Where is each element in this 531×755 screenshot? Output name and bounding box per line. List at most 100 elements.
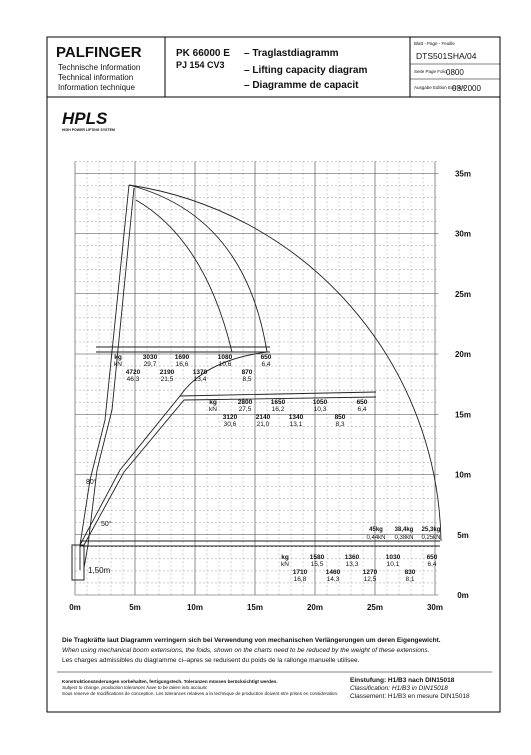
note: Les charges admissibles du diagramme ci–… [62,657,360,664]
y-label: 0m [457,591,469,600]
brand: PALFINGER [56,44,142,61]
load-kn: 21,5 [161,376,174,383]
boom [80,540,440,547]
load-kg: 1580 [310,554,325,561]
base-height: 1,50m [88,566,111,575]
x-label: 15m [247,603,263,612]
footer: Sous reserve de modifications de concept… [62,691,338,696]
note: Die Tragkräfte laut Diagramm verringern … [62,637,441,644]
envelope [135,199,233,353]
page-frame [46,36,501,713]
envelope [179,351,268,397]
load-kn: 10,3 [314,406,327,413]
page-no: 0800 [446,68,464,77]
load-kg: 870 [242,369,253,376]
x-label: 0m [69,603,81,612]
load-kn: 16,8 [294,576,307,583]
load-kg: 3030 [143,354,158,361]
load-kg: 3120 [223,414,238,421]
load-kn: 13,3 [346,561,359,568]
load-kg: 1340 [289,414,304,421]
classification: Classification: H1/B3 in DIN15018 [350,685,448,692]
load-kg: 2190 [160,369,175,376]
y-label: 10m [455,471,471,480]
load-kg: 1050 [313,399,328,406]
load-kg: 1370 [193,369,208,376]
curves [71,184,442,581]
note: When using mechanical boom extensions, t… [62,647,430,654]
envelope [128,184,442,542]
unit: kg [209,399,217,406]
load-kg: 650 [261,354,272,361]
loads: kgkN303029,7169016,6108010,66506,4472046… [114,354,441,583]
load-kg: 2800 [238,399,253,406]
title: – Lifting capacity diagram [244,65,367,76]
load-kn: 6,4 [427,561,436,568]
label: Ausgabe Edition Edizione [414,85,466,90]
info: Technical information [58,73,133,82]
load-kg: 1030 [386,554,401,561]
ext-kg: 25,3kg [422,527,441,533]
column [71,544,85,581]
model: PK 66000 E [176,48,230,59]
model: PJ 154 CV3 [176,60,225,70]
load-kn: 29,7 [144,361,157,368]
unit: kN [114,361,122,368]
load-kg: 650 [427,554,438,561]
logo-tagline: HIGH POWER LIFTING SYSTEM [62,128,115,132]
x-label: 30m [427,603,443,612]
load-kg: 1360 [345,554,360,561]
boom [79,184,130,570]
classification: Classement: H1/B3 en mesure DIN15018 [350,693,470,700]
boom [79,391,377,546]
y-label: 30m [455,230,471,239]
classification: Einstufung: H1/B3 nach DIN15018 [350,677,455,684]
x-label: 5m [129,603,141,612]
x-label: 10m [187,603,203,612]
boom [83,187,135,569]
load-kg: 1710 [293,569,308,576]
x-label: 25m [367,603,383,612]
load-kn: 21,0 [257,421,270,428]
ext-kn: 0,25kN [421,535,440,541]
unit: kN [281,561,289,568]
load-kn: 46,3 [127,376,140,383]
y-label: 5m [457,531,469,540]
load-kg: 2140 [256,414,271,421]
logo: HPLS [62,109,108,128]
sheet: DTS501SHA/04 [416,51,477,61]
load-kg: 850 [335,414,346,421]
ext-kg: 45kg [369,527,383,533]
load-kn: 6,4 [261,361,270,368]
load-kn: 13,1 [290,421,303,428]
unit: kg [281,554,289,561]
angle: 80° [86,478,97,486]
label: Blatt - Page - Feuille [414,41,455,46]
y-label: 20m [455,350,471,359]
y-label: 15m [455,410,471,419]
y-label: 25m [455,290,471,299]
load-kn: 15,5 [311,561,324,568]
info: Information technique [58,83,135,92]
x-label: 20m [307,603,323,612]
boom [96,346,270,353]
load-kg: 1650 [271,399,286,406]
envelope [128,184,268,353]
load-kg: 830 [405,569,416,576]
load-kg: 1460 [326,569,341,576]
title: – Traglastdiagramm [244,48,339,59]
load-kg: 650 [357,399,368,406]
load-kn: 30,6 [224,421,237,428]
load-kn: 14,3 [327,576,340,583]
load-kn: 10,6 [219,361,232,368]
load-kn: 27,5 [239,406,252,413]
load-kn: 8,1 [405,576,414,583]
label: Seite Page Folio [414,69,448,74]
ext-kn: 0,38kN [394,535,413,541]
footer: Konstruktionsänderungen vorbehalten, fer… [62,679,278,684]
angle: 50° [101,520,112,528]
load-kn: 10,1 [387,561,400,568]
footer: Subject to change, production tolerances… [62,685,208,690]
edition: 03/2000 [452,84,481,93]
